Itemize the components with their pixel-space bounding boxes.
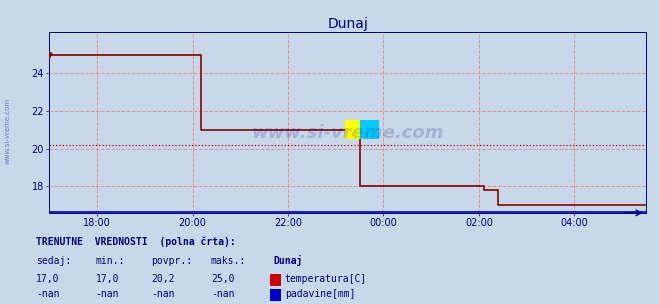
Text: povpr.:: povpr.:	[152, 257, 192, 267]
Text: 17,0: 17,0	[96, 274, 119, 284]
Text: 25,0: 25,0	[211, 274, 235, 284]
Text: TRENUTNE  VREDNOSTI  (polna črta):: TRENUTNE VREDNOSTI (polna črta):	[36, 236, 236, 247]
Text: padavine[mm]: padavine[mm]	[285, 289, 355, 299]
Bar	[360, 120, 379, 139]
Text: -nan: -nan	[211, 289, 235, 299]
Text: www.si-vreme.com: www.si-vreme.com	[251, 124, 444, 142]
Text: Dunaj: Dunaj	[273, 255, 303, 267]
Text: temperatura[C]: temperatura[C]	[285, 274, 367, 284]
Text: 17,0: 17,0	[36, 274, 60, 284]
Text: 20,2: 20,2	[152, 274, 175, 284]
Text: -nan: -nan	[96, 289, 119, 299]
Text: -nan: -nan	[36, 289, 60, 299]
Bar	[345, 120, 364, 139]
Text: www.si-vreme.com: www.si-vreme.com	[5, 98, 11, 164]
Title: Dunaj: Dunaj	[327, 17, 368, 31]
Text: maks.:: maks.:	[211, 257, 246, 267]
Text: sedaj:: sedaj:	[36, 257, 71, 267]
Text: min.:: min.:	[96, 257, 125, 267]
Text: -nan: -nan	[152, 289, 175, 299]
